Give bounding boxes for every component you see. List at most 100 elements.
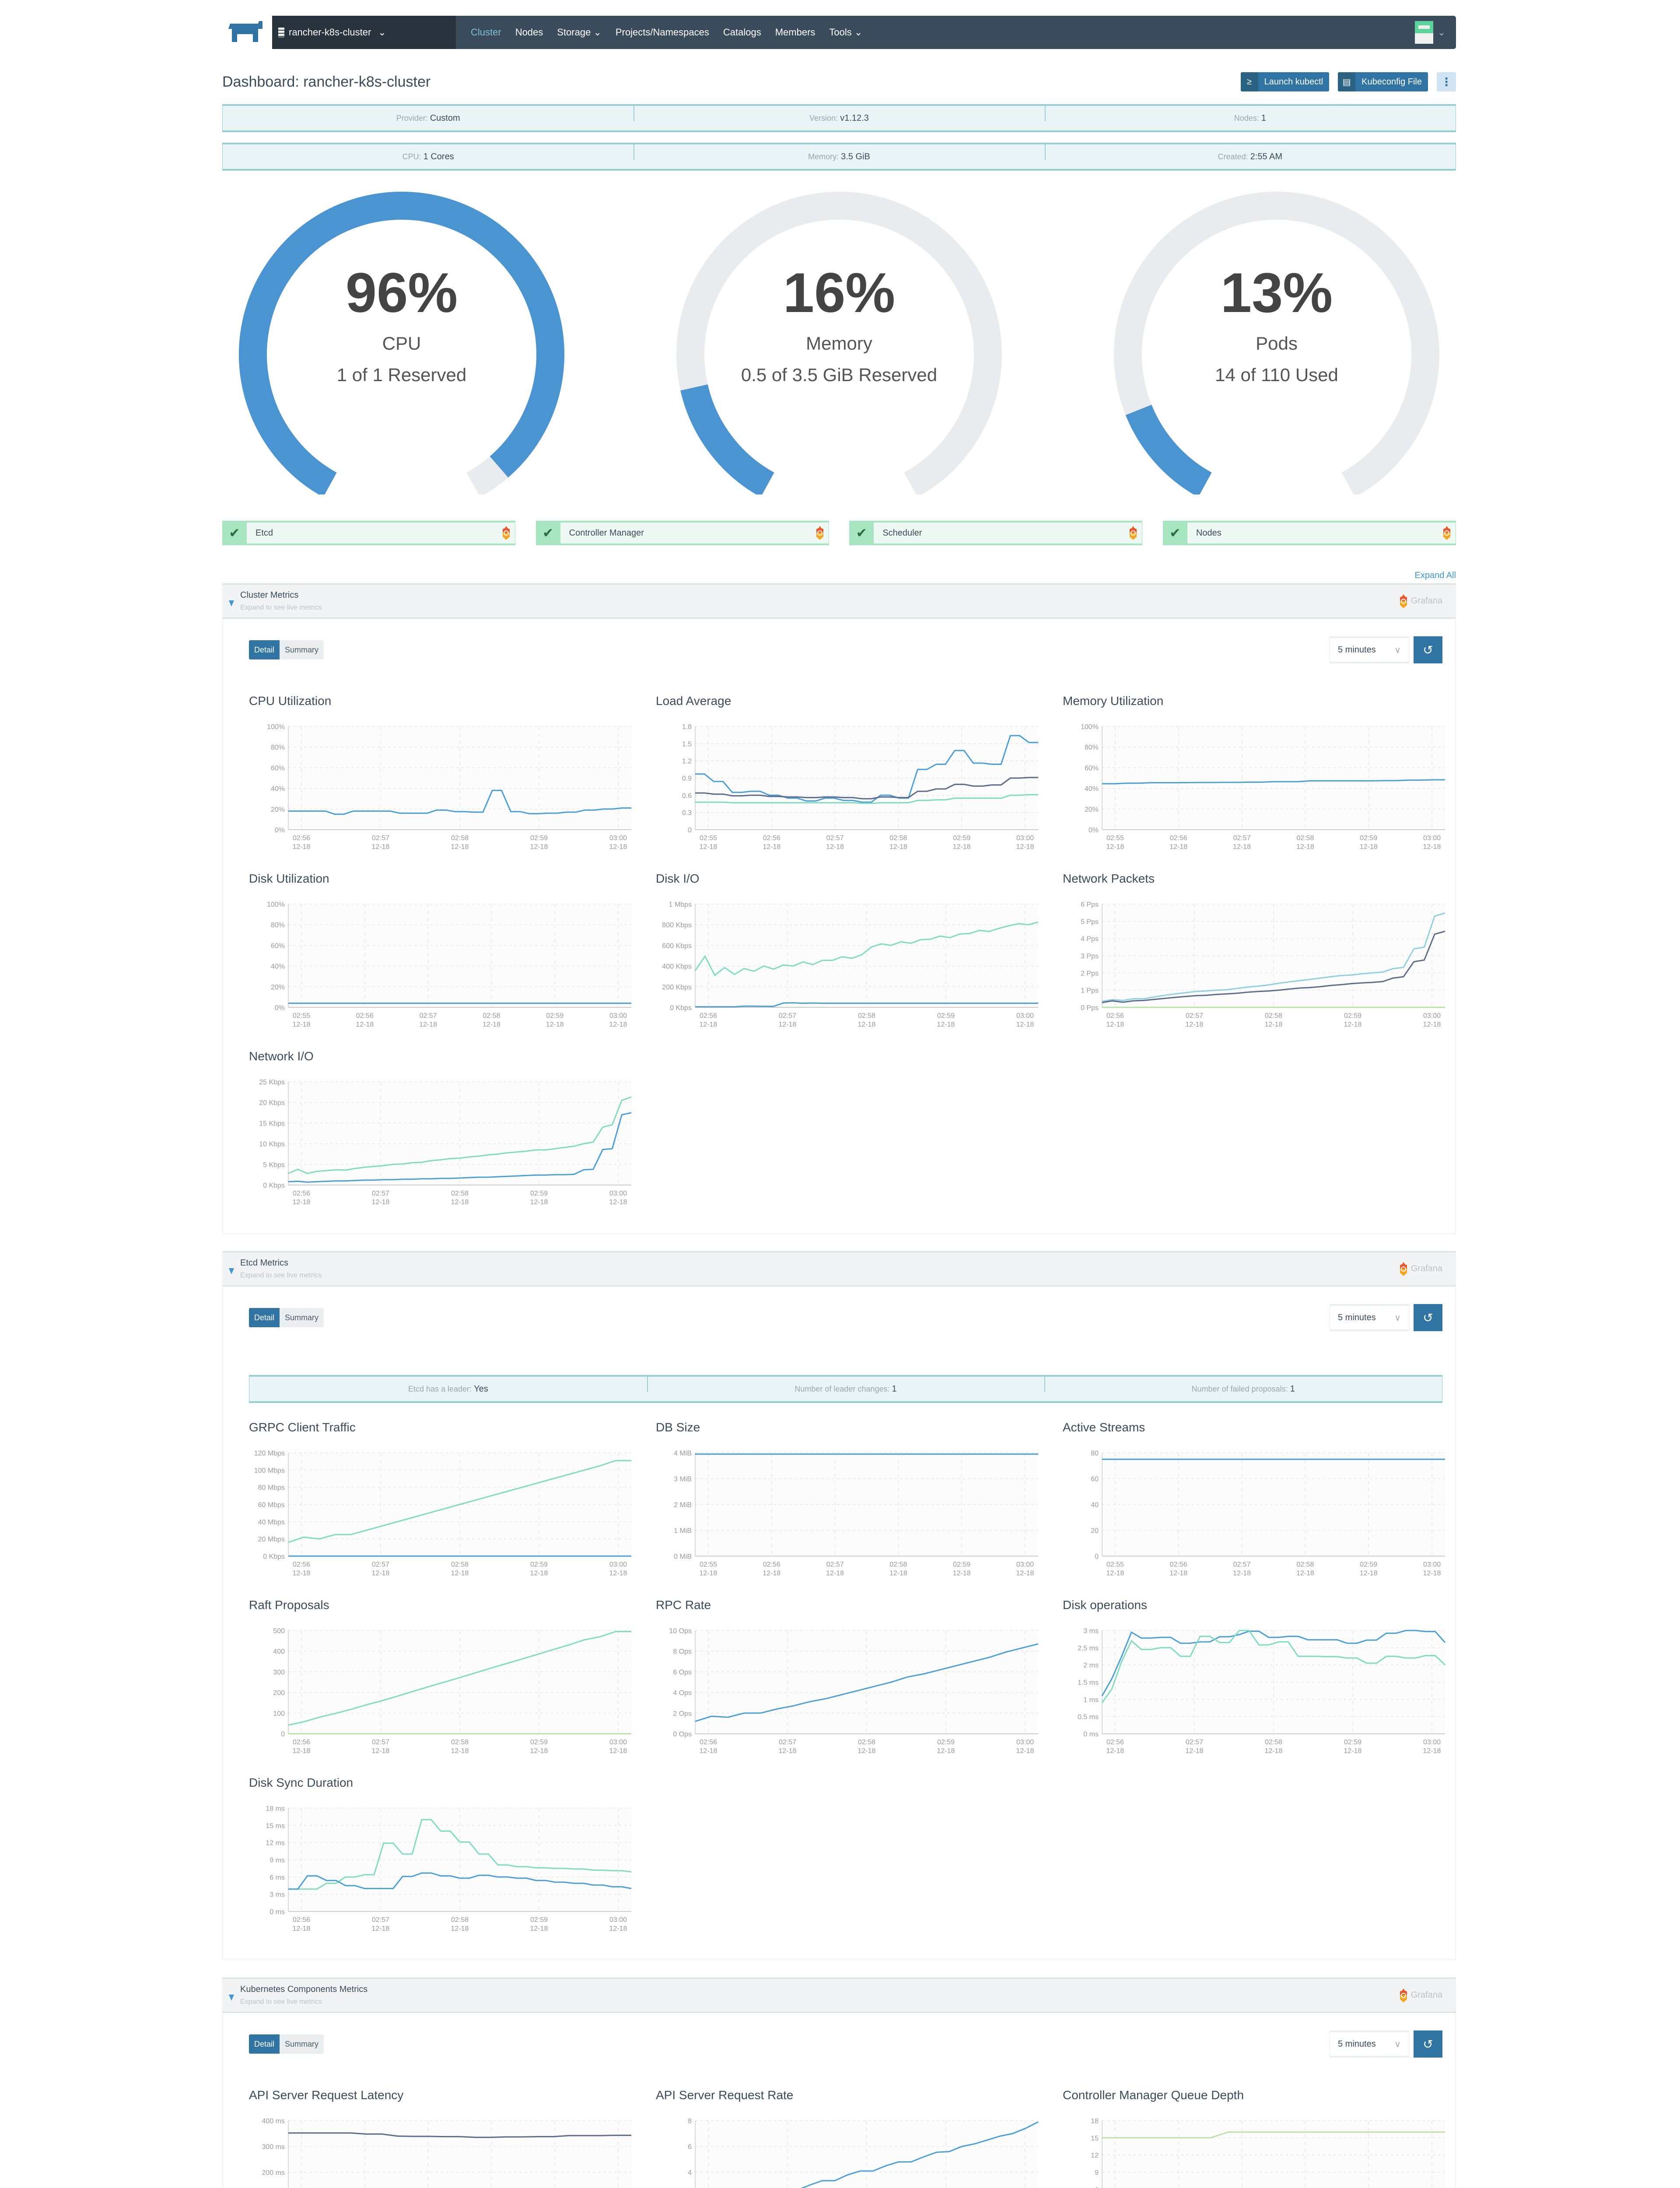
section-header[interactable]: Kubernetes Components Metrics Expand to s…	[223, 1979, 1456, 2013]
info-label: Memory:	[808, 152, 839, 161]
line-chart[interactable]: 0%20%40%60%80%100%02:5512-1802:5612-1802…	[1063, 720, 1448, 860]
grafana-link[interactable]	[497, 526, 515, 540]
line-chart[interactable]: 0 20 40 60 80 02:55 12-18 02:56 12-18 02:57 12-18 0…	[1063, 1447, 1448, 1587]
chart-title: Controller Manager Queue Depth	[1063, 2088, 1244, 2102]
nav-bar: rancher-k8s-cluster ⌄ Cluster Nodes Storag…	[272, 16, 1456, 49]
svg-text:12-18: 12-18	[483, 1021, 500, 1028]
svg-text:12: 12	[1091, 2152, 1099, 2160]
svg-text:2 Ops: 2 Ops	[673, 1710, 692, 1718]
component-scheduler: ✔ Scheduler	[849, 521, 1143, 545]
grafana-link[interactable]	[1438, 526, 1456, 540]
svg-text:120 Mbps: 120 Mbps	[254, 1450, 285, 1457]
nav-tools[interactable]: Tools ⌄	[829, 27, 863, 38]
svg-text:03:00: 03:00	[609, 1190, 627, 1197]
line-chart[interactable]: 00.30.60.91.21.51.802:5512-1802:5612-180…	[656, 720, 1041, 860]
expand-all-link[interactable]: Expand All	[1414, 571, 1456, 580]
kubeconfig-file-button[interactable]: ▤ Kubeconfig File	[1338, 72, 1428, 91]
svg-text:02:58: 02:58	[858, 1012, 875, 1020]
summary-tab[interactable]: Summary	[280, 1308, 324, 1327]
more-actions-button[interactable]: ⋮	[1437, 72, 1456, 91]
launch-kubectl-button[interactable]: ≥ Launch kubectl	[1240, 72, 1330, 91]
nav-storage[interactable]: Storage ⌄	[557, 27, 602, 38]
line-chart[interactable]: 036912151802:5512-1802:5612-1802:5712-18…	[1063, 2114, 1448, 2188]
svg-text:0.3: 0.3	[682, 810, 692, 817]
cluster-switcher[interactable]: rancher-k8s-cluster ⌄	[272, 16, 456, 49]
svg-text:12-18: 12-18	[1233, 1570, 1251, 1577]
summary-tab[interactable]: Summary	[280, 2034, 324, 2054]
line-chart[interactable]: 0%20%40%60%80%100%02:5612-1802:5712-1802…	[249, 720, 634, 860]
svg-text:12-18: 12-18	[889, 843, 907, 851]
svg-text:4 MiB: 4 MiB	[674, 1450, 692, 1457]
checkmark-icon: ✔	[222, 521, 247, 545]
info-item: Etcd has a leader: Yes	[249, 1384, 647, 1394]
line-chart[interactable]: 010020030040050002:5612-1802:5712-1802:5…	[249, 1624, 634, 1764]
nav-cluster[interactable]: Cluster	[471, 27, 501, 38]
user-menu[interactable]: ⌄	[1414, 16, 1456, 49]
component-name: Etcd	[256, 528, 273, 538]
svg-text:20 Kbps: 20 Kbps	[259, 1099, 285, 1107]
svg-text:12-18: 12-18	[372, 1570, 390, 1577]
grafana-link[interactable]: Grafana	[1399, 1262, 1442, 1276]
section-cluster-metrics: Cluster Metrics Expand to see live metric…	[222, 583, 1456, 1234]
line-chart[interactable]: 0 Kbps 20 Mbps 40 Mbps 60 Mbps 80 Mbps 100 Mb…	[249, 1447, 634, 1587]
svg-text:1 ms: 1 ms	[1083, 1696, 1099, 1704]
svg-text:12-18: 12-18	[826, 1570, 844, 1577]
svg-text:60: 60	[1091, 1476, 1099, 1483]
svg-text:3 Pps: 3 Pps	[1081, 953, 1099, 960]
line-chart[interactable]: 0 ms0.5 ms1 ms1.5 ms2 ms2.5 ms3 ms02:561…	[1063, 1624, 1448, 1764]
gauge-label: Memory	[806, 333, 872, 354]
rancher-logo[interactable]	[222, 16, 272, 49]
line-chart[interactable]: 0 MiB 1 MiB 2 MiB 3 MiB 4 MiB 02:55 12-18 02:56…	[656, 1447, 1041, 1587]
nav-members[interactable]: Members	[775, 27, 816, 38]
info-label: Number of failed proposals:	[1191, 1384, 1288, 1393]
nav-nodes[interactable]: Nodes	[515, 27, 543, 38]
line-chart[interactable]: 0 Kbps 5 Kbps 10 Kbps 15 Kbps 20 Kbps 25 Kbps…	[249, 1076, 634, 1216]
info-item: CPU: 1 Cores	[223, 152, 634, 162]
detail-tab[interactable]: Detail	[249, 640, 280, 659]
line-chart[interactable]: 0 Pps 1 Pps 2 Pps 3 Pps 4 Pps 5 Pps 6 Pps 02:56…	[1063, 898, 1448, 1038]
info-item: Provider: Custom	[223, 113, 634, 123]
nav-projects-namespaces[interactable]: Projects/Namespaces	[615, 27, 709, 38]
refresh-button[interactable]: ↺	[1414, 636, 1442, 663]
chart-api-server-request-rate: API Server Request Rate0246802:5612-1802…	[656, 2088, 1041, 2188]
summary-tab[interactable]: Summary	[280, 640, 324, 659]
chart-grid: API Server Request Latency0 ms100 ms200 …	[249, 2088, 1445, 2188]
chart-title: Disk operations	[1063, 1598, 1147, 1612]
svg-text:12-18: 12-18	[779, 1021, 797, 1028]
section-header[interactable]: Etcd Metrics Expand to see live metrics Gr…	[223, 1252, 1456, 1287]
svg-text:400 ms: 400 ms	[262, 2118, 285, 2125]
svg-text:6 ms: 6 ms	[270, 1874, 285, 1881]
section-header[interactable]: Cluster Metrics Expand to see live metric…	[223, 585, 1456, 619]
svg-text:12-18: 12-18	[1360, 843, 1378, 851]
line-chart[interactable]: 0 Kbps 200 Kbps 400 Kbps 600 Kbps 800 Kbps 1 …	[656, 898, 1041, 1038]
grafana-link[interactable]: Grafana	[1399, 594, 1442, 609]
chart-title: Memory Utilization	[1063, 694, 1164, 708]
svg-text:02:56: 02:56	[763, 835, 780, 842]
svg-text:12-18: 12-18	[293, 1199, 311, 1206]
line-chart[interactable]: 0246802:5612-1802:5712-1802:5812-1802:59…	[656, 2114, 1041, 2188]
svg-text:02:59: 02:59	[1360, 835, 1377, 842]
refresh-button[interactable]: ↺	[1414, 1304, 1442, 1331]
section-hint: Expand to see live metrics	[240, 604, 322, 611]
detail-tab[interactable]: Detail	[249, 2034, 280, 2054]
grafana-link[interactable]: Grafana	[1399, 1988, 1442, 2003]
grafana-link[interactable]	[1124, 526, 1142, 540]
detail-tab[interactable]: Detail	[249, 1308, 280, 1327]
grafana-link[interactable]	[811, 526, 829, 540]
gauge-label: Pods	[1256, 333, 1298, 354]
svg-text:02:58: 02:58	[451, 1739, 469, 1746]
nav-catalogs[interactable]: Catalogs	[723, 27, 761, 38]
page-header: Dashboard: rancher-k8s-cluster ≥ Launch …	[222, 71, 1456, 93]
svg-text:80%: 80%	[271, 744, 285, 751]
line-chart[interactable]: 0%20%40%60%80%100%02:5512-1802:5612-1802…	[249, 898, 634, 1038]
time-range-select[interactable]: 5 minutes ∨	[1330, 636, 1409, 663]
chart-title: Network Packets	[1063, 872, 1155, 885]
svg-text:02:58: 02:58	[451, 1190, 469, 1197]
refresh-button[interactable]: ↺	[1414, 2030, 1442, 2058]
time-range-select[interactable]: 5 minutes ∨	[1330, 1304, 1409, 1331]
svg-text:300 ms: 300 ms	[262, 2143, 285, 2151]
time-range-select[interactable]: 5 minutes ∨	[1330, 2030, 1409, 2058]
